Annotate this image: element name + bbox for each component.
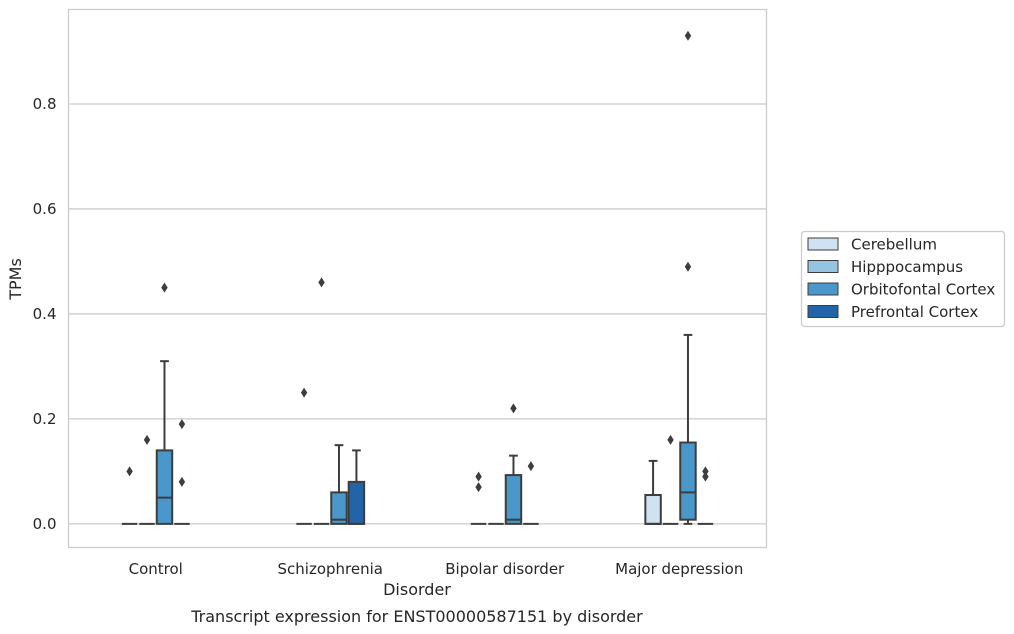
box-group	[523, 461, 539, 525]
legend-swatch	[807, 260, 839, 273]
box-group	[679, 30, 697, 525]
legend-label: Prefrontal Cortex	[851, 303, 978, 321]
box-group	[662, 434, 679, 525]
outlier-point	[178, 419, 186, 430]
y-axis-title: TPMs	[6, 258, 25, 301]
legend-label: Hipppocampus	[851, 258, 963, 276]
y-tick-label: 0.8	[33, 95, 57, 113]
outlier-point	[527, 461, 535, 472]
outlier-point	[178, 476, 186, 487]
box-group	[296, 387, 312, 525]
outlier-point	[684, 261, 692, 272]
y-tick-label: 0.2	[33, 410, 57, 428]
plot-frame	[67, 8, 768, 549]
y-tick-label: 0.0	[33, 515, 57, 533]
legend-frame	[800, 230, 1006, 328]
box-group	[644, 459, 662, 525]
box	[504, 474, 523, 525]
x-tick-label: Major depression	[615, 560, 743, 578]
outlier-point	[702, 471, 709, 482]
x-tick-label: Control	[129, 560, 183, 578]
box-group	[139, 434, 155, 525]
box	[644, 494, 662, 525]
box-group	[504, 403, 523, 525]
box-group	[121, 466, 138, 525]
box-group	[330, 444, 348, 525]
box	[330, 491, 348, 525]
outlier-point	[475, 471, 482, 482]
box-group	[697, 466, 714, 525]
box	[679, 441, 697, 521]
y-tick-labels: 0.0 0.2 0.4 0.6 0.8	[33, 95, 57, 533]
box-group	[313, 277, 330, 525]
box-group	[174, 419, 190, 525]
legend-swatch	[807, 237, 839, 251]
box-group	[347, 449, 366, 525]
outlier-point	[475, 482, 482, 493]
outlier-point	[161, 282, 168, 293]
x-tick-labels: Control Schizophrenia Bipolar disorder Majo…	[129, 560, 744, 578]
outlier-point	[126, 466, 133, 477]
x-tick-label: Schizophrenia	[278, 560, 383, 578]
legend: Cerebellum Hipppocampus Orbitofontal Corte…	[800, 230, 1006, 328]
outlier-point	[684, 30, 692, 41]
box-plots	[121, 30, 714, 525]
outlier-point	[143, 434, 151, 445]
box	[155, 449, 174, 525]
legend-label: Orbitofontal Cortex	[851, 281, 995, 299]
box-group	[470, 471, 487, 525]
legend-swatch	[807, 282, 839, 296]
box	[347, 480, 366, 525]
outlier-point	[667, 434, 674, 445]
legend-label: Cerebellum	[851, 236, 937, 254]
y-tick-label: 0.4	[33, 305, 57, 323]
chart-caption: Transcript expression for ENST0000058715…	[190, 607, 643, 626]
outlier-point	[510, 403, 517, 414]
outlier-point	[702, 466, 709, 477]
x-axis-title: Disorder	[383, 580, 451, 599]
outlier-point	[300, 387, 308, 398]
y-tick-label: 0.6	[33, 200, 57, 218]
legend-swatch	[807, 305, 839, 318]
x-tick-label: Bipolar disorder	[445, 560, 565, 578]
box-group	[155, 282, 174, 525]
outlier-point	[318, 277, 325, 288]
